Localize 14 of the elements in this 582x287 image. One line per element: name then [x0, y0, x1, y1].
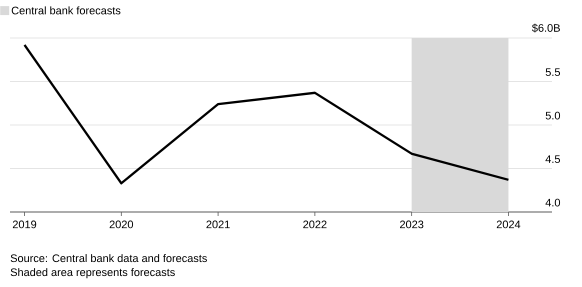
- x-tick-label: 2020: [110, 220, 134, 228]
- x-tick-label: 2022: [303, 220, 327, 228]
- y-tick-label: 4.0: [546, 198, 560, 206]
- y-tick-label: 4.5: [546, 155, 560, 163]
- source-note: Source: Central bank data and forecasts: [10, 254, 207, 262]
- y-tick-label: 5.5: [546, 68, 560, 76]
- y-tick-label: $6.0B: [532, 24, 560, 32]
- x-tick-label: 2024: [496, 220, 520, 228]
- y-tick-label: 5.0: [546, 112, 560, 120]
- legend-label: Central bank forecasts: [12, 6, 120, 14]
- text: Shaded area represents forecasts: [10, 268, 175, 278]
- x-tick-label: 2019: [12, 220, 36, 228]
- x-tick-label: 2021: [206, 220, 230, 228]
- x-tick-label: 2023: [400, 220, 424, 228]
